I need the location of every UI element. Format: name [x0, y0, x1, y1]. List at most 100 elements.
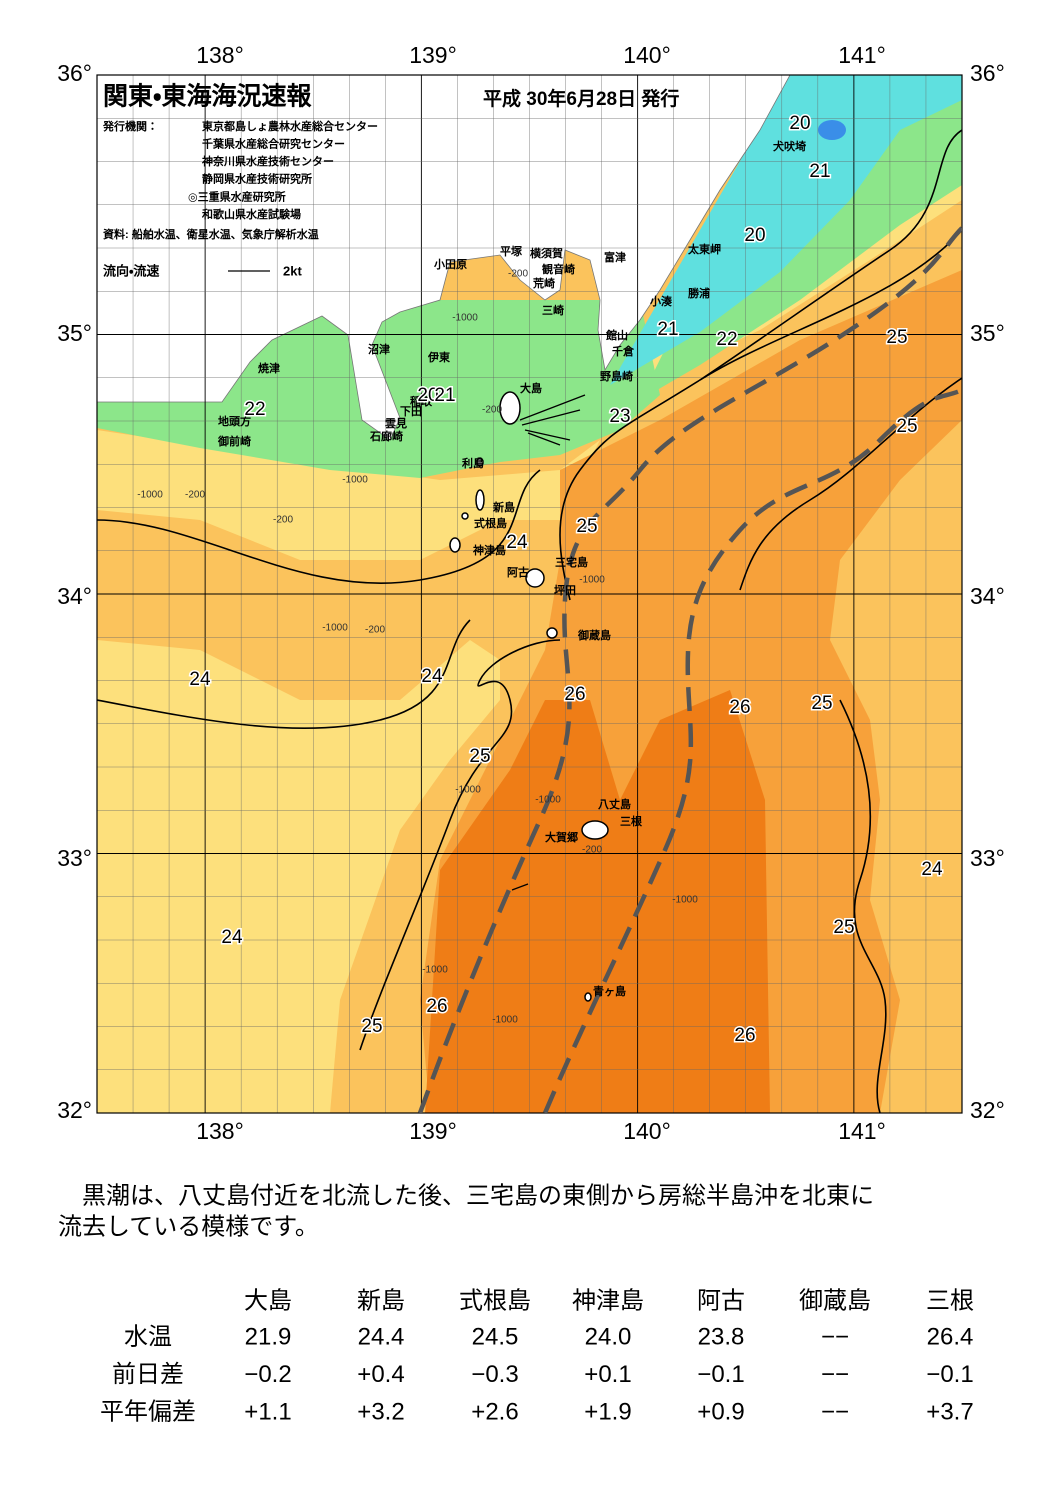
- longitude-label: 140°: [623, 1118, 671, 1144]
- table-header: 御蔵島: [799, 1287, 871, 1314]
- place-name: 平塚: [500, 244, 523, 258]
- sea-cold-spot: [818, 120, 846, 140]
- place-name: 千倉: [612, 344, 635, 358]
- isotherm-label: 24: [921, 859, 943, 880]
- place-name: 地頭方: [218, 414, 251, 428]
- issuer: 静岡県水産技術研究所: [202, 172, 312, 186]
- place-name: 三崎: [542, 303, 564, 317]
- place-name: 石廊崎: [369, 429, 403, 443]
- isotherm-label: 21: [657, 319, 678, 340]
- island: [475, 489, 485, 511]
- island: [581, 820, 609, 840]
- table-cell: 23.8: [698, 1323, 745, 1350]
- isotherm-label: 20: [744, 225, 765, 246]
- isotherm: [97, 469, 541, 585]
- issuer: 東京都島しょ農林水産総合センター: [202, 119, 378, 133]
- table-header: 新島: [357, 1287, 405, 1314]
- kuroshio-axis: [542, 387, 962, 1113]
- table-cell: −0.2: [244, 1361, 291, 1388]
- table-header: 阿古: [697, 1287, 745, 1314]
- island: [584, 992, 592, 1002]
- table-cell: −−: [821, 1361, 849, 1388]
- issuer-label: 発行機関：: [102, 119, 158, 133]
- issuer: 神奈川県水産技術センター: [201, 154, 334, 168]
- description-line: 流去している模様です。: [58, 1213, 319, 1240]
- map-title: 関東・東海海況速報: [103, 83, 313, 111]
- longitude-label: 138°: [196, 42, 244, 68]
- place-name: 館山: [605, 328, 628, 342]
- place-name: 御蔵島: [577, 628, 611, 642]
- legend-label: 流向・流速: [103, 263, 159, 278]
- issuer: 和歌山県水産試験場: [202, 207, 301, 221]
- isotherm-label: 25: [469, 746, 490, 767]
- isotherm-label: 24: [421, 666, 443, 687]
- depth-label: -200: [365, 625, 385, 636]
- isotherm-label: 26: [729, 697, 750, 718]
- isotherm-label: 21: [434, 385, 455, 406]
- isotherm-label: 25: [886, 327, 907, 348]
- sea-cyan: [610, 75, 962, 385]
- longitude-label: 141°: [838, 42, 886, 68]
- table-cell: −−: [821, 1323, 849, 1350]
- isotherm-label: 25: [811, 693, 832, 714]
- place-name: 犬吠埼: [773, 139, 806, 153]
- isotherm-label: 22: [716, 329, 737, 350]
- table-cell: −0.1: [697, 1361, 744, 1388]
- table-cell: 26.4: [927, 1323, 974, 1350]
- table-cell: −0.3: [471, 1361, 518, 1388]
- depth-label: -200: [508, 269, 528, 280]
- isotherm-label: 25: [361, 1016, 382, 1037]
- latitude-label: 33°: [970, 845, 1005, 871]
- row-label: 平年偏差: [100, 1398, 196, 1425]
- table-cell: 24.0: [585, 1323, 632, 1350]
- isotherm-label: 26: [426, 996, 447, 1017]
- island: [476, 457, 484, 467]
- place-name: 利島: [462, 456, 484, 470]
- depth-label: -1000: [579, 575, 605, 586]
- longitude-label: 139°: [409, 42, 457, 68]
- depth-label: -1000: [322, 623, 348, 634]
- isotherm: [699, 129, 962, 381]
- place-name: 沼津: [368, 342, 390, 356]
- isotherm-label: 25: [833, 917, 854, 938]
- issue-date: 平成 30年6月28日 発行: [483, 87, 679, 110]
- depth-label: -200: [582, 845, 602, 856]
- grid: [97, 75, 962, 1113]
- isotherm-label: 22: [244, 399, 265, 420]
- table-cell: +3.2: [357, 1398, 404, 1425]
- island: [449, 537, 461, 553]
- longitude-label: 138°: [196, 1118, 244, 1144]
- latitude-label: 35°: [970, 320, 1005, 346]
- depth-label: -1000: [422, 965, 448, 976]
- place-name: 三宅島: [555, 555, 588, 569]
- description-line: 黒潮は、八丈島付近を北流した後、三宅島の東側から房総半島沖を北東に: [58, 1182, 874, 1209]
- table-cell: −−: [821, 1398, 849, 1425]
- depth-label: -1000: [535, 795, 561, 806]
- isotherm-label: 21: [809, 161, 830, 182]
- place-name: 野島崎: [600, 369, 633, 383]
- sea-yellow: [97, 430, 600, 560]
- isotherm-label: 20: [789, 113, 810, 134]
- data-source: 資料: 船舶水温、衛星水温、気象庁解析水温: [103, 227, 319, 241]
- isotherm: [739, 377, 962, 591]
- issuer: ◎三重県水産研究所: [188, 189, 286, 203]
- depth-label: -200: [482, 405, 502, 416]
- island: [546, 627, 558, 639]
- island: [525, 568, 545, 588]
- latitude-label: 32°: [970, 1097, 1005, 1123]
- table-header: 式根島: [459, 1287, 531, 1314]
- table-cell: +1.1: [244, 1398, 291, 1425]
- current-vector: [527, 432, 561, 446]
- isotherm-label: 24: [221, 927, 243, 948]
- isotherm-label: 23: [609, 406, 630, 427]
- place-name: 勝浦: [688, 286, 710, 300]
- place-name: 三根: [620, 814, 643, 828]
- land: [97, 75, 791, 441]
- contours: [97, 129, 962, 1113]
- depth-label: -1000: [492, 1015, 518, 1026]
- table-cell: 24.4: [358, 1323, 405, 1350]
- isotherm-label: 24: [506, 532, 528, 553]
- row-label: 前日差: [112, 1361, 184, 1388]
- place-name: 横須賀: [530, 246, 563, 260]
